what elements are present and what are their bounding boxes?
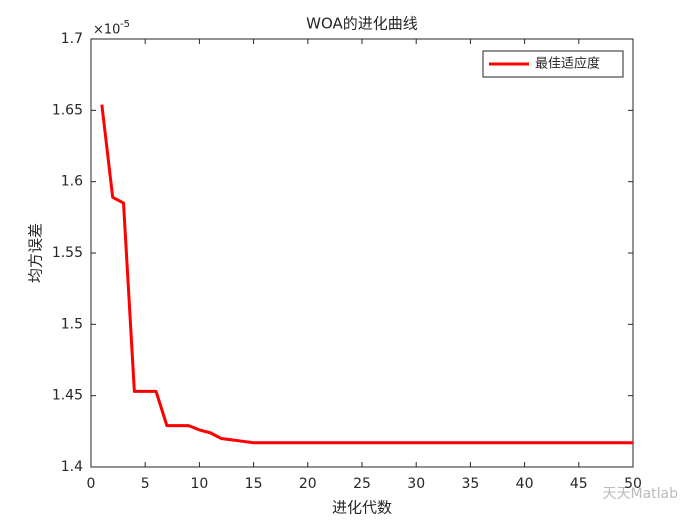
y-multiplier-base: ×10: [93, 23, 120, 38]
y-tick-label: 1.65: [52, 102, 83, 118]
y-tick-label: 1.55: [52, 245, 83, 261]
x-tick-label: 5: [141, 476, 150, 492]
line: [100, 104, 633, 445]
x-tick-label: 40: [516, 476, 534, 492]
axes-box: [90, 38, 634, 468]
x-tick-label: 45: [570, 476, 588, 492]
legend-label: 最佳适应度: [535, 56, 600, 72]
watermark: 天天Matlab: [602, 486, 678, 502]
y-tick-label: 1.5: [61, 316, 83, 332]
x-tick-label: 35: [461, 476, 479, 492]
x-tick-label: 0: [87, 476, 96, 492]
x-tick-label: 50: [624, 476, 642, 492]
x-tick-label: 15: [245, 476, 263, 492]
x-tick-label: 25: [353, 476, 371, 492]
y-axis-label: 均方误差: [27, 223, 45, 283]
x-tick-label: 30: [407, 476, 425, 492]
chart-title: WOA的进化曲线: [306, 15, 418, 33]
x-tick-label: 20: [299, 476, 317, 492]
y-tick-label: 1.45: [52, 388, 83, 404]
y-tick-label: 1.4: [61, 459, 83, 475]
y-multiplier-power: -5: [120, 19, 130, 30]
x-tick-label: 10: [190, 476, 208, 492]
y-tick-label: 1.6: [61, 174, 83, 190]
y-tick-label: 1.7: [61, 31, 83, 47]
x-axis-label: 进化代数: [332, 499, 392, 517]
